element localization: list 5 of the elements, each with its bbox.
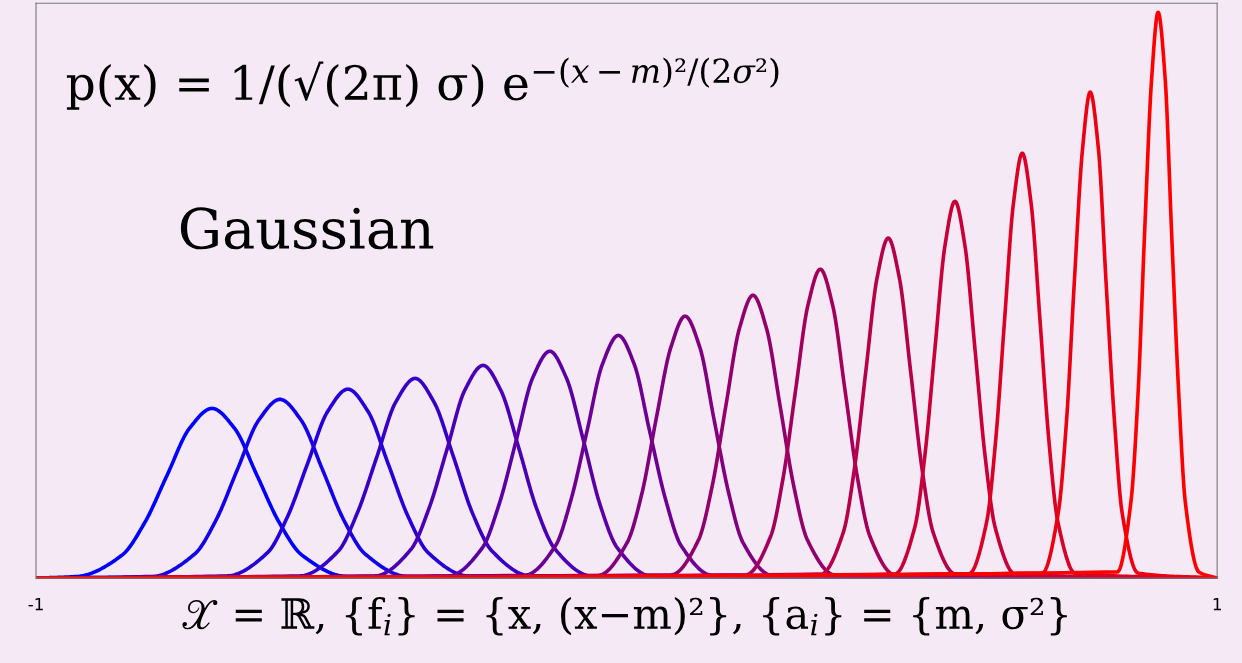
- x-tick-label: 1: [1213, 598, 1221, 611]
- x-tick-label: -1: [28, 598, 43, 611]
- annotation: p(x) = 1/(√(2π) σ) e$^{−(x−m)²/(2σ²)}$: [66, 57, 779, 110]
- annotation: Gaussian: [180, 207, 434, 250]
- x-axis-title: 𝒳 = ℝ, {f$_{i}$} = {x, (x−m)²}, {a$_{i}$} = {m, σ²}: [182, 597, 1067, 636]
